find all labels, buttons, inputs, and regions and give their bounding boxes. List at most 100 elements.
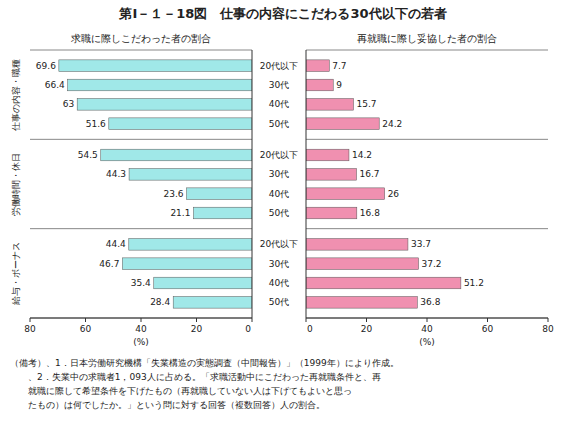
tick-label: 0: [307, 324, 313, 334]
bar: [306, 79, 333, 91]
category-label: 40代: [269, 278, 289, 288]
bar: [306, 149, 349, 161]
note: 就職に際して希望条件を下げたもの（再就職していない人は下げてもよいと思っ: [10, 386, 352, 396]
baseline: [306, 50, 307, 318]
data-label: 54.5: [78, 150, 98, 160]
data-label: 63: [63, 99, 74, 109]
bar: [306, 99, 353, 111]
data-label: 16.8: [360, 208, 380, 218]
bar: [306, 118, 379, 130]
category-label: 40代: [269, 99, 289, 109]
group-label: 労働時間・休日: [11, 153, 21, 216]
tick-label: 80: [542, 324, 554, 334]
tick: [427, 318, 428, 322]
tick-label: 0: [245, 324, 251, 334]
category-label: 30代: [269, 259, 289, 269]
group-separator: [306, 228, 548, 229]
data-label: 46.7: [99, 259, 119, 269]
bar: [129, 239, 252, 251]
category-label: 20代以下: [260, 61, 298, 71]
bar: [306, 258, 419, 270]
data-label: 33.7: [411, 239, 431, 249]
group-separator: [306, 139, 548, 140]
bar: [68, 79, 252, 91]
tick-label: 60: [482, 324, 494, 334]
note: （備考）、1．日本労働研究機構「失業構造の実態調査（中間報告）」（1999年）に…: [10, 358, 399, 368]
tick: [30, 318, 31, 322]
data-label: 7.7: [332, 61, 346, 71]
bar: [187, 188, 252, 200]
note: たもの）は何でしたか。」という問に対する回答（複数回答）人の割合。: [10, 400, 325, 410]
group-separator: [30, 139, 252, 140]
data-label: 28.4: [150, 297, 170, 307]
data-label: 44.4: [106, 239, 126, 249]
tick: [252, 318, 253, 322]
data-label: 14.2: [352, 150, 372, 160]
frame-top: [30, 50, 252, 51]
data-label: 9: [336, 80, 342, 90]
tick-label: 40: [421, 324, 433, 334]
bar: [109, 118, 252, 130]
data-label: 24.2: [382, 119, 402, 129]
data-label: 44.3: [106, 169, 126, 179]
tick: [366, 318, 367, 322]
data-label: 36.8: [420, 297, 440, 307]
data-label: 26: [388, 189, 400, 199]
data-label: 23.6: [163, 189, 183, 199]
bar: [122, 258, 252, 270]
bar: [193, 207, 252, 219]
category-label: 50代: [269, 297, 289, 307]
category-label: 20代以下: [260, 150, 298, 160]
bar: [101, 149, 252, 161]
bar: [173, 297, 252, 309]
notes: （備考）、1．日本労働研究機構「失業構造の実態調査（中間報告）」（1999年）に…: [10, 358, 399, 410]
axes: 0 0 20 20 40 40 60 60 80 80 (%) (%): [24, 50, 554, 347]
bar: [59, 60, 252, 72]
data-label: 37.2: [422, 259, 442, 269]
tick-label: 60: [80, 324, 92, 334]
data-label: 51.2: [464, 278, 484, 288]
baseline: [252, 50, 253, 318]
category-label: 40代: [269, 189, 289, 199]
tick-label: 80: [24, 324, 36, 334]
bar: [154, 277, 252, 289]
bar: [306, 207, 357, 219]
tick-label: 40: [135, 324, 147, 334]
category-label: 20代以下: [260, 239, 298, 249]
data-label: 35.4: [131, 278, 151, 288]
data-label: 66.4: [45, 80, 65, 90]
axis-label: (%): [133, 337, 149, 347]
axis-label: (%): [419, 337, 435, 347]
bar: [306, 297, 417, 309]
bar: [129, 169, 252, 181]
category-label: 50代: [269, 208, 289, 218]
bar: [306, 60, 329, 72]
data-label: 16.7: [360, 169, 380, 179]
tick-label: 20: [191, 324, 203, 334]
tick: [141, 318, 142, 322]
tick: [196, 318, 197, 322]
category-label: 30代: [269, 169, 289, 179]
tick-label: 20: [361, 324, 373, 334]
panel-title: 求職に際しこだわった者の割合: [71, 33, 211, 44]
bar: [306, 188, 385, 200]
group-separator: [30, 228, 252, 229]
category-label: 50代: [269, 119, 289, 129]
data-label: 51.6: [86, 119, 106, 129]
tick: [548, 318, 549, 322]
data-label: 15.7: [356, 99, 376, 109]
data-label: 69.6: [36, 61, 56, 71]
bar: [306, 169, 357, 181]
chart: 第Ⅰ－１－18図 仕事の内容にこだわる30代以下の若者求職に際しこだわった者の割…: [0, 0, 566, 447]
tick: [85, 318, 86, 322]
bar: [306, 239, 408, 251]
frame-top: [306, 50, 548, 51]
panel-title: 再就職に際し妥協した者の割合: [357, 33, 497, 44]
group-label: 給与・ボーナス: [11, 242, 21, 306]
note: 、2．失業中の求職者1，093人に占める。「求職活動中にこだわった再就職条件と、…: [10, 372, 381, 382]
bar: [77, 99, 252, 111]
data-label: 21.1: [170, 208, 190, 218]
bar: [306, 277, 461, 289]
right-bars: [306, 60, 461, 308]
labels: 仕事の内容・職種20代以下69.67.730代66.4940代6315.750代…: [11, 59, 484, 308]
